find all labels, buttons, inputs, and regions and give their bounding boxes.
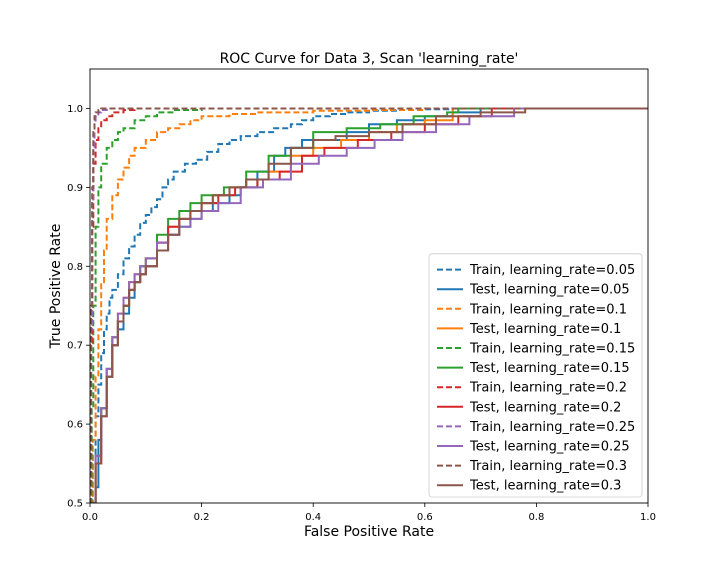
x-axis: 0.0 0.2 0.4 0.6 0.8 1.0 bbox=[82, 503, 656, 523]
legend-label-train-learning-rate-0-25: Train, learning_rate=0.25 bbox=[469, 420, 635, 435]
legend-label-test-learning-rate-0-25: Test, learning_rate=0.25 bbox=[469, 440, 630, 455]
y-tick-label: 1.0 bbox=[67, 104, 83, 115]
plot-frame bbox=[89, 68, 649, 504]
y-tick-label: 0.5 bbox=[67, 499, 83, 510]
series-line-train-learning-rate-0-25 bbox=[90, 107, 648, 503]
chart-title: ROC Curve for Data 3, Scan 'learning_rat… bbox=[220, 51, 519, 67]
legend-label-train-learning-rate-0-15: Train, learning_rate=0.15 bbox=[469, 342, 635, 357]
legend-label-test-learning-rate-0-15: Test, learning_rate=0.15 bbox=[469, 361, 630, 376]
x-tick-label: 0.6 bbox=[417, 512, 433, 523]
series-line-train-learning-rate-0-3 bbox=[90, 107, 648, 503]
y-axis: 0.5 0.6 0.7 0.8 0.9 1.0 bbox=[67, 104, 90, 510]
legend: Train, learning_rate=0.05 Test, learning_… bbox=[428, 253, 643, 498]
x-tick-label: 0.0 bbox=[82, 512, 98, 523]
legend-label-train-learning-rate-0-05: Train, learning_rate=0.05 bbox=[469, 263, 635, 278]
legend-label-test-learning-rate-0-1: Test, learning_rate=0.1 bbox=[469, 322, 621, 337]
legend-label-test-learning-rate-0-2: Test, learning_rate=0.2 bbox=[469, 400, 621, 415]
legend-box bbox=[428, 253, 643, 498]
x-tick-label: 1.0 bbox=[640, 512, 656, 523]
series-line-train-learning-rate-0-1 bbox=[90, 107, 648, 503]
x-tick-label: 0.4 bbox=[305, 512, 321, 523]
y-tick-label: 0.6 bbox=[67, 420, 83, 431]
y-tick-label: 0.8 bbox=[67, 262, 83, 273]
legend-label-test-learning-rate-0-05: Test, learning_rate=0.05 bbox=[469, 283, 630, 298]
legend-label-train-learning-rate-0-2: Train, learning_rate=0.2 bbox=[469, 381, 627, 396]
legend-label-train-learning-rate-0-1: Train, learning_rate=0.1 bbox=[469, 302, 627, 317]
x-axis-label: False Positive Rate bbox=[304, 524, 434, 540]
series-line-train-learning-rate-0-15 bbox=[90, 107, 648, 503]
legend-label-train-learning-rate-0-3: Train, learning_rate=0.3 bbox=[469, 459, 627, 474]
y-tick-label: 0.7 bbox=[67, 341, 83, 352]
series-line-test-learning-rate-0-3 bbox=[90, 107, 648, 503]
x-tick-label: 0.2 bbox=[194, 512, 210, 523]
y-axis-label: True Positive Rate bbox=[48, 224, 64, 350]
x-tick-label: 0.8 bbox=[528, 512, 544, 523]
plot-area bbox=[90, 107, 648, 503]
legend-label-test-learning-rate-0-3: Test, learning_rate=0.3 bbox=[469, 479, 621, 494]
series-line-train-learning-rate-0-05 bbox=[90, 107, 648, 503]
y-tick-label: 0.9 bbox=[67, 183, 83, 194]
